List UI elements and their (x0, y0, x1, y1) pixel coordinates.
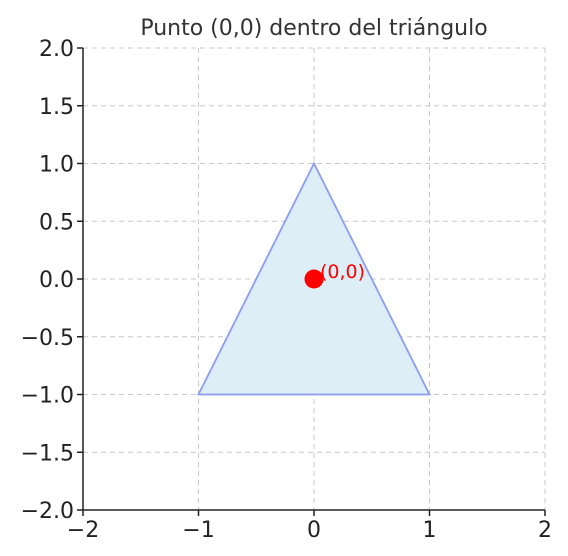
x-tick-label: 0 (307, 518, 321, 543)
x-tick-label: −2 (67, 518, 99, 543)
y-tick-label: 1.5 (39, 95, 74, 120)
point-annotation: (0,0) (320, 261, 365, 283)
y-tick-label: −2.0 (21, 499, 74, 524)
axes: −2 −1 0 1 2 2.0 1.5 1.0 0.5 0.0 −0.5 −1.0 −1.5 −2.0 (21, 37, 552, 543)
y-tick-label: 1.0 (39, 153, 74, 178)
y-tick-label: 0.5 (39, 210, 74, 235)
chart-title: Punto (0,0) dentro del triángulo (140, 16, 487, 41)
points-layer: (0,0) (304, 261, 365, 289)
data-point (304, 269, 324, 289)
x-tick-label: 1 (423, 518, 437, 543)
y-tick-label: 0.0 (39, 268, 74, 293)
y-tick-label: −1.5 (21, 441, 74, 466)
x-tick-label: 2 (538, 518, 552, 543)
x-tick-label: −1 (182, 518, 214, 543)
y-tick-label: 2.0 (39, 37, 74, 62)
y-tick-label: −1.0 (21, 384, 74, 409)
y-tick-label: −0.5 (21, 326, 74, 351)
